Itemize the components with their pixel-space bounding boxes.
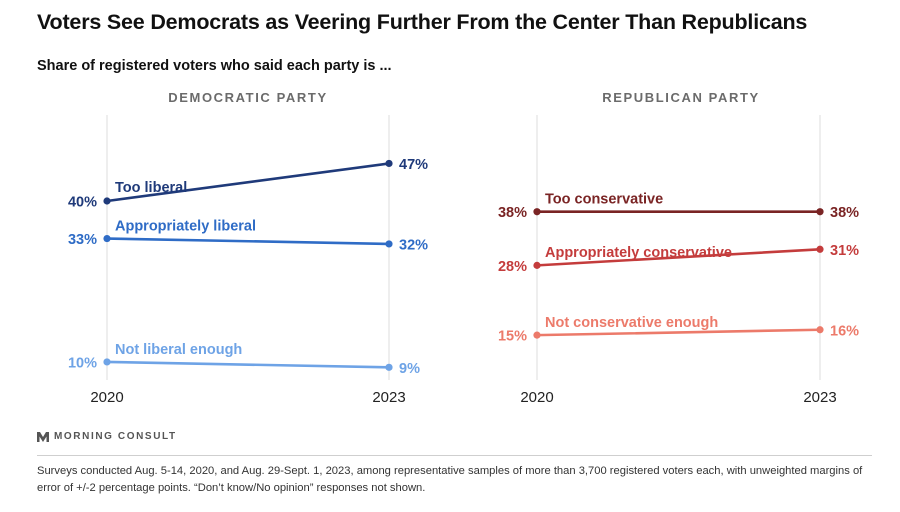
dem-point-appropriately-liberal-end [385,240,393,248]
dem-series-line-not-liberal-enough [105,360,391,369]
dem-point-appropriately-liberal-start [103,234,111,243]
dem-series-label-too-liberal: Too liberal [115,180,187,196]
dem-value-label-not-liberal-enough-start: 10% [68,355,97,371]
rep-x-tick-2020: 2020 [520,389,553,406]
dem-value-label-appropriately-liberal-end: 32% [399,237,428,253]
rep-series-line-appropriately-conservative [535,247,822,267]
dem-value-label-too-liberal-start: 40% [68,195,97,211]
dem-point-too-liberal-start [103,197,111,205]
dem-value-label-too-liberal-end: 47% [399,157,428,173]
rep-series-label-too-conservative: Too conservative [545,192,663,208]
dem-series-line-appropriately-liberal [105,237,391,246]
rep-point-not-conservative-enough-end [816,326,824,334]
chart-subtitle: Share of registered voters who said each… [37,58,392,74]
rep-series-label-appropriately-conservative: Appropriately conservative [545,245,732,261]
dem-series-line-too-liberal [105,162,391,203]
footnote: Surveys conducted Aug. 5-14, 2020, and A… [37,465,863,494]
rep-panel-title: REPUBLICAN PARTY [602,90,760,105]
rep-point-appropriately-conservative-end [816,245,824,253]
rep-value-label-not-conservative-enough-start: 15% [498,329,527,345]
dem-value-label-appropriately-liberal-start: 33% [68,232,97,248]
rep-value-label-appropriately-conservative-end: 31% [830,243,859,259]
dem-point-not-liberal-enough-end [385,363,393,371]
dem-x-tick-2020: 2020 [90,389,123,406]
morning-consult-logo-icon [37,431,49,442]
dem-point-not-liberal-enough-start [103,358,111,366]
dem-series-label-appropriately-liberal: Appropriately liberal [115,219,256,235]
dem-value-label-not-liberal-enough-end: 9% [399,361,420,377]
dem-x-tick-2023: 2023 [372,389,405,406]
rep-point-appropriately-conservative-start [533,261,541,269]
rep-value-label-appropriately-conservative-start: 28% [498,259,527,275]
rep-point-too-conservative-end [816,208,824,216]
rep-value-label-too-conservative-end: 38% [830,205,859,221]
rep-x-tick-2023: 2023 [803,389,836,406]
rep-point-too-conservative-start [533,208,541,216]
brand-name: MORNING CONSULT [54,431,177,442]
chart-title: Voters See Democrats as Veering Further … [37,10,808,34]
dem-point-too-liberal-end [385,159,393,168]
rep-value-label-not-conservative-enough-end: 16% [830,323,859,339]
rep-series-line-not-conservative-enough [535,328,822,337]
rep-value-label-too-conservative-start: 38% [498,205,527,221]
rep-series-label-not-conservative-enough: Not conservative enough [545,315,718,331]
dem-series-label-not-liberal-enough: Not liberal enough [115,342,242,358]
footer-divider [37,455,872,456]
rep-point-not-conservative-enough-start [533,331,541,339]
brand-logo: MORNING CONSULT [37,431,177,442]
chart-area: DEMOCRATIC PARTY 2020 2023 40% 47% Too libera… [68,90,859,406]
dem-panel-title: DEMOCRATIC PARTY [168,90,327,105]
